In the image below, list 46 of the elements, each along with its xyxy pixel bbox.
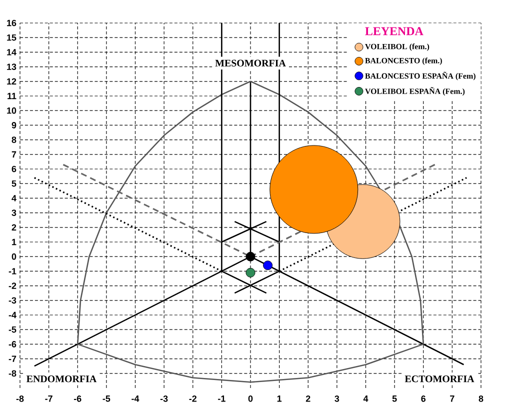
y-tick-label: -7 (8, 356, 16, 362)
x-tick-label: 5 (392, 396, 397, 402)
x-tick-label: -7 (45, 396, 52, 402)
y-tick-label: 5 (12, 180, 16, 187)
y-tick-label: -3 (8, 297, 16, 304)
y-tick-label: 16 (7, 20, 16, 26)
x-tick-label: 1 (277, 396, 282, 402)
y-tick-label: -4 (8, 312, 16, 318)
y-tick-label: 15 (7, 34, 16, 41)
y-tick-label: 12 (7, 78, 16, 85)
y-tick-label: 1 (12, 238, 16, 246)
y-tick-label: 0 (12, 253, 16, 260)
x-tick-label: 3 (334, 396, 340, 402)
x-tick-label: -8 (16, 396, 24, 402)
y-tick-label: -6 (8, 341, 16, 348)
x-tick-label: 4 (363, 396, 368, 402)
annotation: MESOMORFIA (215, 60, 286, 66)
x-tick-label: 2 (306, 396, 310, 402)
y-tick-label: 2 (12, 224, 16, 231)
y-tick-label: 8 (12, 136, 16, 143)
y-tick-label: 6 (12, 166, 16, 172)
y-tick-label: -1 (8, 268, 16, 274)
y-tick-label: 14 (7, 49, 16, 56)
y-tick-label: 13 (7, 64, 16, 70)
y-tick-label: 4 (12, 195, 16, 202)
x-tick-label: 0 (248, 396, 253, 402)
x-tick-label: -4 (132, 396, 140, 402)
y-tick-label: -8 (8, 370, 16, 377)
x-tick-label: 7 (450, 396, 454, 402)
y-tick-label: -2 (8, 282, 16, 289)
x-tick-label: -3 (160, 396, 168, 402)
x-tick-label: 8 (478, 396, 484, 402)
y-tick-label: 9 (12, 122, 16, 128)
y-tick-label: 10 (7, 107, 16, 114)
legend-title: LEYENDA (365, 27, 424, 36)
y-tick-label: 3 (12, 210, 16, 216)
x-tick-label: -5 (102, 396, 110, 402)
x-tick-label: -1 (218, 396, 226, 402)
annotation: ENDOMORFIA (26, 376, 97, 382)
x-tick-label: -2 (189, 396, 196, 402)
y-tick-label: 11 (8, 92, 16, 100)
y-tick-label: 7 (12, 151, 16, 158)
y-tick-label: -5 (8, 326, 16, 333)
x-tick-label: -6 (74, 396, 82, 402)
x-tick-label: 6 (421, 396, 426, 402)
annotation: ECTOMORFIA (404, 376, 474, 382)
